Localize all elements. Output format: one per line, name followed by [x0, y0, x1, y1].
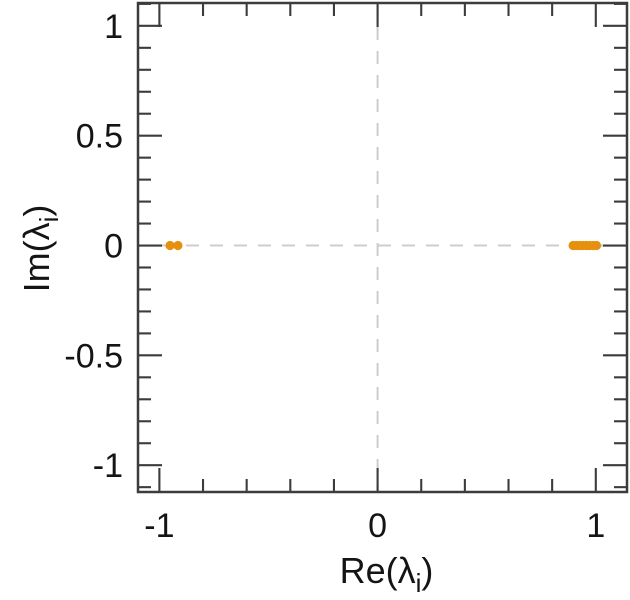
y-tick-label: 1	[104, 8, 123, 46]
y-axis-title: Im(λi)	[16, 205, 64, 293]
data-point	[173, 240, 183, 251]
series-eigenvalues	[165, 240, 602, 251]
x-tick-label: 0	[368, 507, 387, 545]
x-tick-label: 1	[586, 507, 605, 545]
tick-labels: -1 0 1 1 0.5 0 -0.5 -1	[64, 8, 605, 545]
plot-border	[136, 1, 629, 494]
x-tick-label: -1	[144, 507, 174, 545]
x-axis-title: Re(λi)	[340, 550, 434, 598]
data-point	[591, 240, 602, 251]
y-tick-label: 0	[104, 228, 123, 266]
reference-lines	[138, 3, 627, 492]
y-tick-label: 0.5	[76, 118, 123, 156]
y-tick-label: -1	[93, 447, 123, 485]
axis-ticks	[138, 2, 627, 492]
data-point	[165, 240, 175, 251]
y-tick-label: -0.5	[64, 337, 123, 375]
